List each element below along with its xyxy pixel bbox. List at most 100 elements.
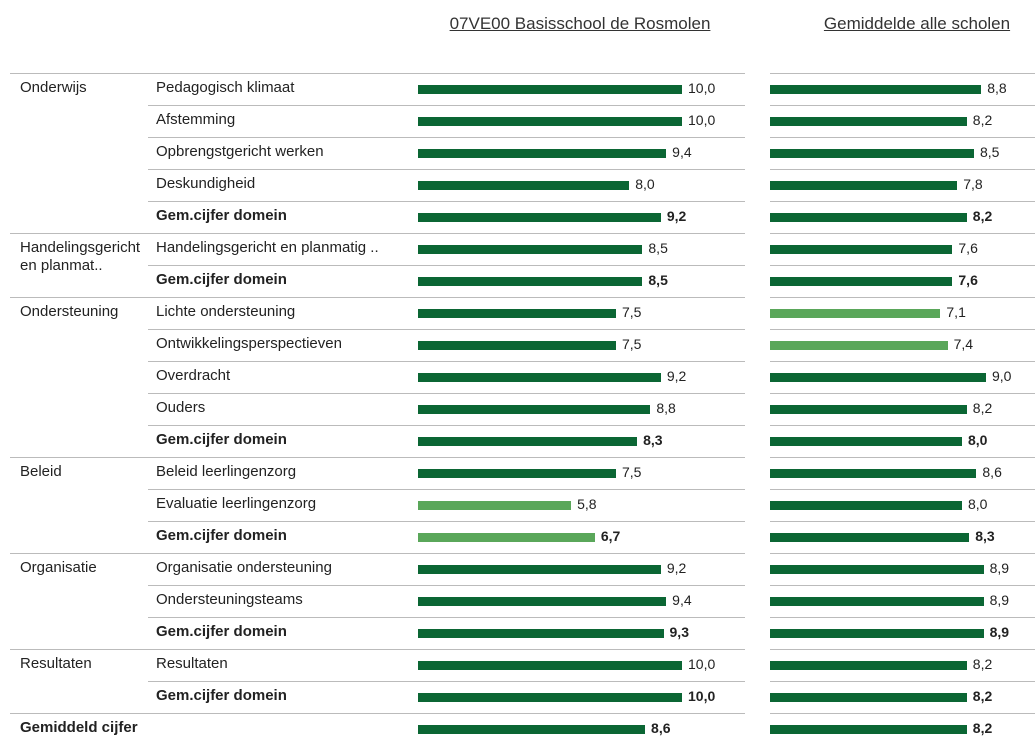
- group-separator: [10, 553, 148, 554]
- value-label: 8,2: [972, 208, 993, 224]
- value-label: 7,6: [958, 272, 978, 288]
- row-separator: [148, 201, 745, 202]
- value-label: 10,0: [688, 656, 716, 672]
- row-separator: [148, 713, 745, 714]
- bar: [770, 437, 962, 446]
- row-separator: [148, 649, 745, 650]
- bar: [770, 85, 982, 94]
- row-separator: [770, 681, 1035, 682]
- bar: [770, 725, 967, 734]
- value-label: 8,8: [987, 80, 1007, 96]
- bar: [418, 725, 646, 734]
- row-separator: [148, 137, 745, 138]
- group-label: Resultaten: [20, 655, 92, 672]
- category-label: Pedagogisch klimaat: [156, 79, 295, 96]
- value-label: 5,8: [577, 496, 597, 512]
- value-label: 8,9: [989, 560, 1010, 576]
- category-label: Handelingsgericht en planmatig ..: [156, 239, 379, 256]
- value-label: 7,5: [622, 464, 642, 480]
- row-separator: [148, 457, 745, 458]
- row-separator: [148, 585, 745, 586]
- row-separator: [770, 73, 1035, 74]
- row-separator: [770, 521, 1035, 522]
- value-label: 9,0: [992, 368, 1012, 384]
- row-separator: [148, 297, 745, 298]
- group-separator: [10, 713, 148, 714]
- category-label: Ouders: [156, 399, 206, 416]
- bar: [418, 85, 682, 94]
- bar: [418, 213, 661, 222]
- bar: [770, 469, 977, 478]
- category-label: Deskundigheid: [156, 175, 256, 192]
- value-label: 8,2: [972, 656, 993, 672]
- value-label: 8,5: [648, 272, 668, 288]
- row-separator: [148, 393, 745, 394]
- value-label: 7,1: [946, 304, 966, 320]
- bar: [418, 245, 643, 254]
- value-label: 9,4: [672, 592, 692, 608]
- category-label: Gem.cijfer domein: [156, 623, 287, 640]
- bar: [770, 405, 967, 414]
- value-label: 8,0: [968, 432, 988, 448]
- row-separator: [770, 713, 1035, 714]
- category-label: Lichte ondersteuning: [156, 303, 296, 320]
- value-label: 9,2: [666, 208, 687, 224]
- bar: [770, 629, 984, 638]
- group-separator: [10, 233, 148, 234]
- bar: [770, 501, 962, 510]
- bar: [770, 565, 984, 574]
- bar: [770, 597, 984, 606]
- value-label: 9,4: [672, 144, 692, 160]
- row-separator: [770, 297, 1035, 298]
- bar: [418, 597, 667, 606]
- value-label: 8,2: [972, 688, 993, 704]
- series-header: 07VE00 Basisschool de Rosmolen: [449, 14, 711, 33]
- row-separator: [770, 393, 1035, 394]
- bar: [770, 117, 967, 126]
- category-label: Gem.cijfer domein: [156, 271, 287, 288]
- row-separator: [770, 329, 1035, 330]
- group-label: Ondersteuning: [20, 303, 119, 320]
- bar: [770, 341, 948, 350]
- row-separator: [148, 233, 745, 234]
- group-separator: [10, 297, 148, 298]
- row-separator: [770, 137, 1035, 138]
- bar: [418, 373, 661, 382]
- row-separator: [148, 425, 745, 426]
- row-separator: [148, 329, 745, 330]
- row-separator: [148, 361, 745, 362]
- value-label: 7,8: [963, 176, 983, 192]
- bar: [418, 149, 667, 158]
- row-separator: [770, 457, 1035, 458]
- category-label: Gem.cijfer domein: [156, 207, 287, 224]
- bar: [418, 661, 682, 670]
- row-separator: [770, 201, 1035, 202]
- row-separator: [770, 617, 1035, 618]
- row-separator: [770, 233, 1035, 234]
- group-label: Organisatie: [20, 559, 97, 576]
- bar: [418, 469, 616, 478]
- category-label: Gem.cijfer domein: [156, 687, 287, 704]
- value-label: 8,9: [989, 592, 1010, 608]
- group-label: Onderwijs: [20, 79, 87, 96]
- value-label: 8,5: [648, 240, 668, 256]
- row-separator: [148, 265, 745, 266]
- group-separator: [10, 457, 148, 458]
- category-label: Gem.cijfer domein: [156, 527, 287, 544]
- value-label: 8,3: [975, 528, 995, 544]
- bar: [770, 373, 986, 382]
- row-separator: [770, 105, 1035, 106]
- series-header: Gemiddelde alle scholen: [823, 14, 1011, 33]
- row-separator: [148, 489, 745, 490]
- value-label: 8,9: [989, 624, 1010, 640]
- value-label: 8,6: [982, 464, 1002, 480]
- bar: [418, 533, 595, 542]
- value-label: 8,6: [651, 720, 671, 736]
- bar: [770, 245, 953, 254]
- group-label: Gemiddeld cijfer: [20, 719, 138, 736]
- category-label: Afstemming: [156, 111, 236, 128]
- category-label: Organisatie ondersteuning: [156, 559, 332, 576]
- row-separator: [148, 169, 745, 170]
- value-label: 8,3: [643, 432, 663, 448]
- category-label: Beleid leerlingenzorg: [156, 463, 297, 480]
